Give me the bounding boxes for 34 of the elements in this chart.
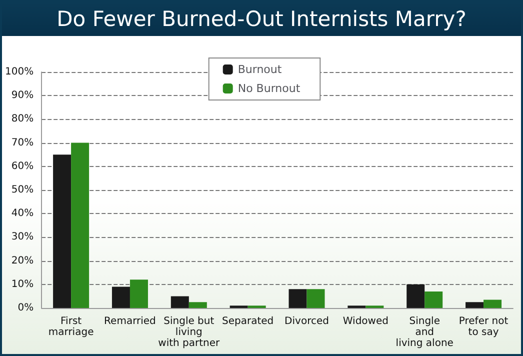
bar: [424, 291, 443, 308]
y-tick-label: 100%: [4, 66, 34, 78]
bar: [130, 280, 148, 308]
bar: [406, 284, 425, 308]
bar: [466, 302, 484, 308]
y-tick-label: 50%: [11, 184, 34, 196]
bar: [170, 296, 189, 308]
bar: [484, 300, 502, 308]
chart-title: Do Fewer Burned-Out Internists Marry?: [2, 2, 521, 36]
y-tick-label: 60%: [11, 160, 34, 172]
y-tick-label: 90%: [11, 90, 34, 102]
x-tick-label: Single but living with partner: [158, 316, 221, 349]
y-tick-label: 70%: [11, 137, 34, 148]
bar: [53, 154, 72, 308]
bar: [306, 289, 325, 308]
x-tick-label: Divorced: [284, 316, 329, 327]
y-tick-label: 40%: [11, 208, 34, 220]
y-tick-label: 0%: [18, 302, 34, 314]
legend-label: Burnout: [238, 63, 282, 76]
x-tick-label: Prefer not to say: [458, 316, 508, 338]
bar: [188, 302, 207, 308]
y-tick-label: 10%: [11, 278, 34, 290]
bar: [112, 286, 130, 308]
y-tick-label: 20%: [11, 255, 34, 266]
x-tick-label: First marriage: [48, 316, 94, 338]
x-tick-label: Single and living alone: [396, 316, 454, 349]
bar: [71, 142, 90, 308]
x-tick-label: Widowed: [342, 316, 388, 327]
legend-label: No Burnout: [238, 82, 301, 95]
x-tick-label: Remarried: [104, 316, 156, 327]
bar: [288, 289, 307, 308]
x-tick-label: Separated: [222, 316, 274, 327]
y-tick-label: 80%: [11, 114, 34, 125]
y-tick-label: 30%: [11, 232, 34, 243]
